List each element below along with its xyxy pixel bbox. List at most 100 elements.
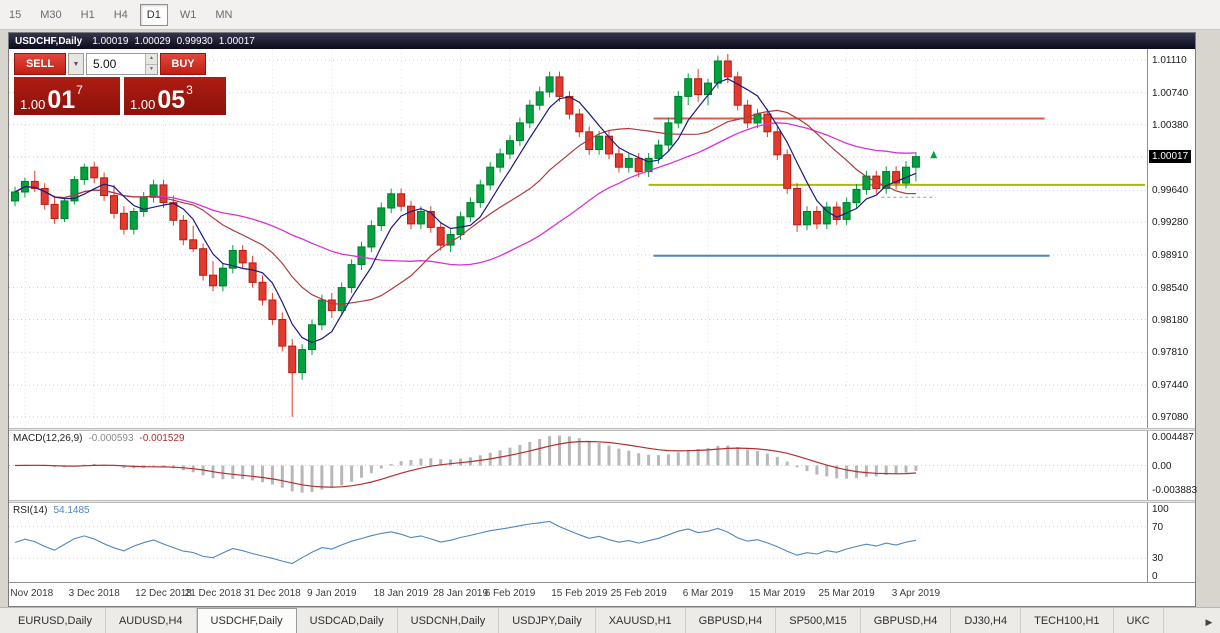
volume-field: ▲ ▼ [86,53,158,75]
sell-button[interactable]: SELL [14,53,66,75]
time-scale-label: 3 Apr 2019 [891,588,941,599]
chart-tab-2-usdchf-daily[interactable]: USDCHF,Daily [196,608,297,633]
bid-price-sup: 7 [76,83,83,97]
buy-button[interactable]: BUY [160,53,206,75]
bid-price-big: 01 [47,85,76,114]
macd-value-signal: -0.001529 [139,433,185,444]
rsi-value: 54.1485 [53,505,90,516]
quote-close: 1.00017 [218,35,255,47]
timeframe-button-d1[interactable]: D1 [139,3,168,26]
price-scale-label: 0.99280 [1152,217,1189,229]
time-scale-label: 25 Feb 2019 [610,588,667,599]
price-scale-label: 0.98180 [1152,314,1189,326]
time-scale-label: 3 Dec 2018 [68,588,120,599]
macd-scale-label: 0.00 [1152,460,1172,472]
rsi-scale-label: 100 [1152,504,1169,515]
rsi-name: RSI(14) [13,505,48,516]
price-scale-label: 1.00380 [1152,119,1189,131]
candlestick-plot[interactable] [9,49,1147,428]
timeframe-button-m30[interactable]: M30 [40,8,62,21]
chart-title-bar[interactable]: USDCHF,Daily 1.00019 1.00029 0.99930 1.0… [9,33,1195,49]
time-scale-label: 31 Dec 2018 [244,588,301,599]
timeframe-button-h1[interactable]: H1 [80,8,95,21]
price-scale-label: 1.00740 [1152,87,1189,99]
time-scale-label: 23 Nov 2018 [9,588,54,599]
timeframe-button-15[interactable]: 15 [9,8,22,21]
volume-input[interactable] [87,54,157,74]
volume-spinner: ▲ ▼ [145,54,157,74]
time-scale-label: 9 Jan 2019 [307,588,357,599]
quote-open: 1.00019 [92,35,129,47]
price-scale-label: 0.97810 [1152,347,1189,359]
timeframe-button-group: 15 M30 H1 H4 D1 W1 MN [2,3,244,26]
scroll-right-icon: ▶ [1205,616,1213,627]
one-click-trade-panel: SELL ▼ ▲ ▼ BUY 1.00 01 7 1.0 [14,53,226,115]
spinner-up-icon: ▲ [149,55,154,61]
macd-panel: 0.004487 0.00 -0.003883 MACD(12,26,9) -0.0… [9,431,1198,500]
volume-spinner-up[interactable]: ▲ [145,54,157,65]
panel-splitter[interactable] [9,500,1195,503]
chart-tab-7-gbpusd-h4[interactable]: GBPUSD,H4 [686,608,777,633]
chart-tab-8-sp500-m15[interactable]: SP500,M15 [776,608,861,633]
macd-value-main: -0.000593 [88,433,134,444]
ask-price-panel[interactable]: 1.00 05 3 [124,77,226,115]
current-price-badge: 1.00017 [1149,149,1192,163]
price-scale-label: 0.98540 [1152,282,1189,294]
time-scale-label: 6 Feb 2019 [484,588,536,599]
rsi-plot[interactable] [9,503,1147,582]
chart-tab-5-usdjpy-daily[interactable]: USDJPY,Daily [499,608,596,633]
rsi-scale-label: 0 [1152,571,1158,582]
bid-price-panel[interactable]: 1.00 01 7 [14,77,120,115]
chart-quotes: 1.00019 1.00029 0.99930 1.00017 [92,36,255,47]
macd-scale-label: -0.003883 [1152,485,1198,497]
volume-dropdown-button[interactable]: ▼ [68,53,84,75]
chart-title: USDCHF,Daily [15,35,83,47]
quote-high: 1.00029 [134,35,171,47]
chart-tab-1-audusd-h4[interactable]: AUDUSD,H4 [106,608,197,633]
volume-spinner-down[interactable]: ▼ [145,64,157,74]
rsi-scale-label: 30 [1152,553,1164,565]
time-scale-label: 15 Mar 2019 [749,588,806,599]
timeframe-toolbar: 15 M30 H1 H4 D1 W1 MN [0,0,1220,30]
chart-tab-9-gbpusd-h4[interactable]: GBPUSD,H4 [861,608,952,633]
chart-tab-6-xauusd-h1[interactable]: XAUUSD,H1 [596,608,686,633]
ask-price-base: 1.00 [130,97,156,112]
time-scale-label: 28 Jan 2019 [432,588,489,599]
rsi-panel: 100 70 30 0 RSI(14) 54.1485 [9,503,1195,582]
chart-tab-11-tech100-h1[interactable]: TECH100,H1 [1021,608,1114,633]
ask-price-sup: 3 [186,83,193,97]
price-scale-label: 1.01110 [1152,55,1187,67]
chart-tab-10-dj30-h4[interactable]: DJ30,H4 [951,608,1022,633]
time-scale-label: 15 Feb 2019 [551,588,608,599]
time-scale-label: 25 Mar 2019 [818,588,875,599]
time-scale-label: 18 Jan 2019 [373,588,429,599]
timeframe-button-mn[interactable]: MN [215,8,233,21]
price-scale-label: 0.98910 [1152,249,1189,261]
time-scale-label: 21 Dec 2018 [184,588,242,599]
rsi-scale-label: 70 [1152,521,1164,533]
price-scale[interactable]: 1.01110 1.00740 1.00380 0.99640 0.99280 0.989… [1147,49,1195,428]
main-chart-panel: 1.01110 1.00740 1.00380 0.99640 0.99280 0.989… [9,49,1195,428]
chart-tab-12-ukc[interactable]: UKC [1114,608,1164,633]
macd-plot[interactable] [9,431,1147,500]
chart-tab-4-usdcnh-daily[interactable]: USDCNH,Daily [398,608,500,633]
tab-scroll-right-button[interactable]: ▶ [1201,615,1217,629]
price-scale-label: 0.99640 [1152,185,1189,197]
time-scale-label: 12 Dec 2018 [135,588,192,599]
timeframe-button-w1[interactable]: W1 [179,8,197,21]
chart-tab-0-eurusd-daily[interactable]: EURUSD,Daily [5,608,106,633]
macd-scale[interactable]: 0.004487 0.00 -0.003883 [1147,431,1198,500]
ask-price-big: 05 [157,85,186,114]
price-scale-label: 0.97080 [1152,411,1189,423]
chart-tab-bar: EURUSD,Daily AUDUSD,H4 USDCHF,Daily USDCAD,… [0,607,1220,633]
timeframe-button-h4[interactable]: H4 [113,8,128,21]
panel-splitter[interactable] [9,428,1195,431]
chart-window: USDCHF,Daily 1.00019 1.00029 0.99930 1.0… [8,32,1198,607]
macd-name: MACD(12,26,9) [13,433,83,444]
spinner-down-icon: ▼ [149,65,154,72]
chart-tab-3-usdcad-daily[interactable]: USDCAD,Daily [297,608,398,633]
rsi-scale[interactable]: 100 70 30 0 [1147,503,1195,582]
bid-price-base: 1.00 [20,97,46,112]
time-scale-label: 6 Mar 2019 [682,588,734,599]
